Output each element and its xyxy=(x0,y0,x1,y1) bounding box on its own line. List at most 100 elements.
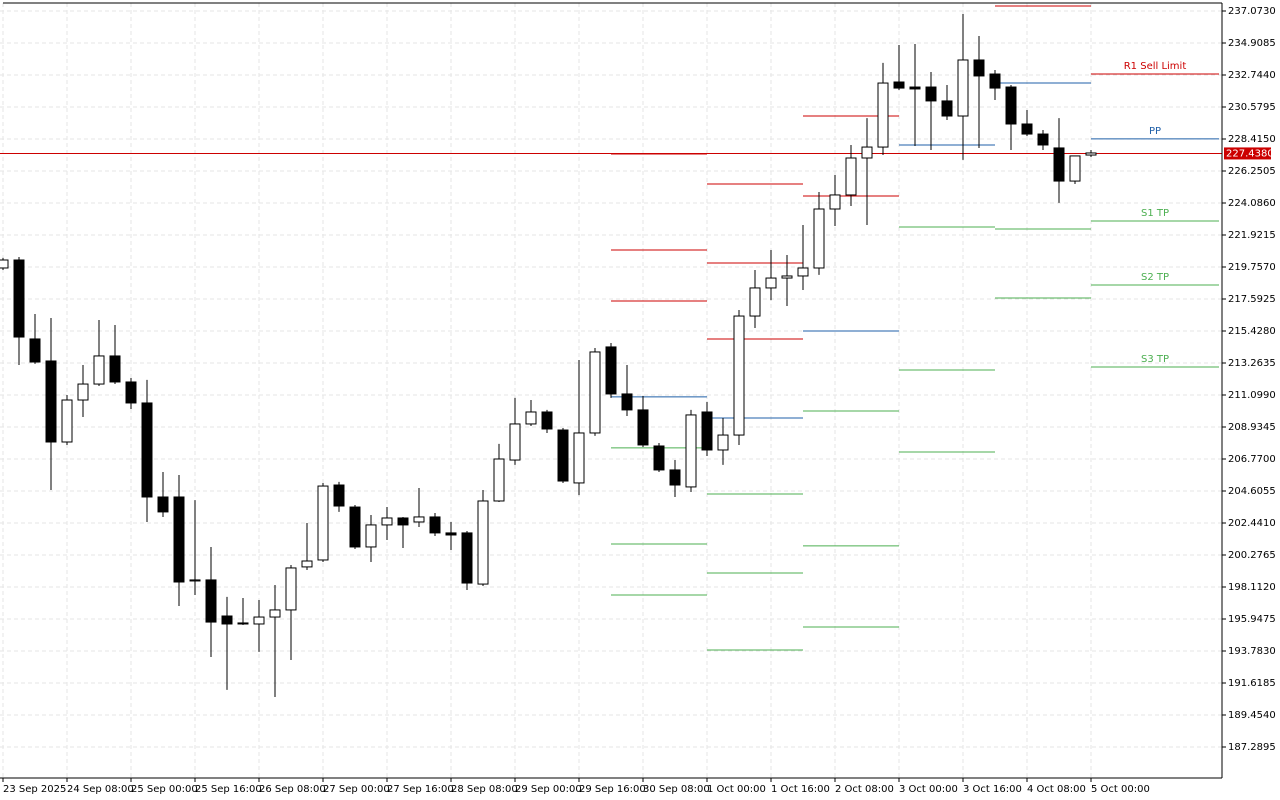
y-tick-label: 215.4280 xyxy=(1228,326,1276,337)
candle-body xyxy=(941,100,953,117)
candle-body xyxy=(509,423,521,461)
candle-body xyxy=(781,275,793,279)
candle-body xyxy=(1037,133,1049,146)
y-tick-label: 230.5795 xyxy=(1228,102,1276,113)
y-tick-label: 219.7570 xyxy=(1228,262,1276,273)
x-tick-label: 3 Oct 00:00 xyxy=(899,784,958,795)
resistance-label: R1 Sell Limit xyxy=(1124,61,1187,72)
y-tick-label: 202.4410 xyxy=(1228,518,1276,529)
candle-body xyxy=(989,73,1001,89)
candle-body xyxy=(173,496,185,583)
x-tick-label: 5 Oct 00:00 xyxy=(1091,784,1150,795)
candle-body xyxy=(797,267,809,277)
candle-body xyxy=(445,532,457,536)
support-label: S3 TP xyxy=(1141,354,1169,365)
candle-body xyxy=(1085,152,1097,156)
candle-body xyxy=(205,579,217,623)
candle-body xyxy=(29,338,41,363)
candle-body xyxy=(141,402,153,498)
candle-body xyxy=(45,360,57,443)
candle-body xyxy=(1005,86,1017,125)
candle-body xyxy=(717,434,729,451)
candle-body xyxy=(909,86,921,90)
x-tick-label: 25 Sep 16:00 xyxy=(195,784,262,795)
y-tick-label: 221.9215 xyxy=(1228,230,1276,241)
candle-body xyxy=(477,500,489,585)
candle-body xyxy=(813,208,825,269)
candle-body xyxy=(93,355,105,385)
candle-body xyxy=(301,560,313,568)
candle-body xyxy=(381,517,393,526)
candle-body xyxy=(61,399,73,443)
y-tick-label: 217.5925 xyxy=(1228,294,1276,305)
x-tick-label: 29 Sep 00:00 xyxy=(515,784,582,795)
candle-body xyxy=(541,411,553,430)
x-tick-label: 27 Sep 16:00 xyxy=(387,784,454,795)
candle-body xyxy=(765,277,777,289)
x-tick-label: 3 Oct 16:00 xyxy=(963,784,1022,795)
candle-body xyxy=(861,146,873,159)
candle-body xyxy=(317,485,329,561)
y-tick-label: 228.4150 xyxy=(1228,134,1276,145)
candle-body xyxy=(0,259,9,269)
marks-layer xyxy=(0,5,1222,698)
candle-body xyxy=(429,516,441,534)
candle-body xyxy=(701,411,713,451)
x-tick-label: 28 Sep 08:00 xyxy=(451,784,518,795)
y-tick-label: 191.6185 xyxy=(1228,678,1276,689)
candle-body xyxy=(925,86,937,102)
candle-body xyxy=(253,616,265,625)
candle-body xyxy=(285,567,297,611)
candle-body xyxy=(605,346,617,395)
support-label: S1 TP xyxy=(1141,208,1169,219)
x-tick-label: 24 Sep 08:00 xyxy=(67,784,134,795)
candle-body xyxy=(125,381,137,404)
candle-body xyxy=(413,516,425,523)
candle-body xyxy=(461,532,473,584)
x-tick-label: 29 Sep 16:00 xyxy=(579,784,646,795)
y-tick-label: 234.9085 xyxy=(1228,38,1276,49)
candle-body xyxy=(557,429,569,482)
y-tick-label: 208.9345 xyxy=(1228,422,1276,433)
candle-body xyxy=(1021,123,1033,135)
y-tick-label: 189.4540 xyxy=(1228,710,1276,721)
pivot-label: PP xyxy=(1149,126,1161,137)
candle-body xyxy=(829,194,841,210)
current-price-tag xyxy=(1224,147,1271,160)
y-tick-label: 187.2895 xyxy=(1228,742,1276,753)
y-tick-label: 198.1120 xyxy=(1228,582,1276,593)
y-tick-label: 211.0990 xyxy=(1228,390,1276,401)
candle-body xyxy=(525,411,537,425)
y-tick-label: 232.7440 xyxy=(1228,70,1276,81)
y-tick-label: 226.2505 xyxy=(1228,166,1276,177)
x-tick-label: 26 Sep 08:00 xyxy=(259,784,326,795)
x-tick-label: 4 Oct 08:00 xyxy=(1027,784,1086,795)
candle-body xyxy=(221,615,233,625)
y-tick-label: 224.0860 xyxy=(1228,198,1276,209)
candle-body xyxy=(13,259,25,338)
candle-body xyxy=(845,157,857,196)
candle-body xyxy=(493,458,505,502)
y-tick-label: 200.2765 xyxy=(1228,550,1276,561)
candle-body xyxy=(333,484,345,507)
candle-body xyxy=(973,59,985,77)
current-price-label: 227.4380 xyxy=(1226,148,1274,159)
labels-layer: 237.0730 234.9085 232.7440 230.5795 228.4150… xyxy=(2,6,1276,795)
candle-body xyxy=(237,622,249,625)
candle-body xyxy=(157,496,169,513)
candle-body xyxy=(589,351,601,434)
x-tick-label: 1 Oct 16:00 xyxy=(771,784,830,795)
candle-body xyxy=(893,81,905,89)
candle-body xyxy=(685,414,697,488)
x-tick-label: 25 Sep 00:00 xyxy=(131,784,198,795)
y-tick-label: 193.7830 xyxy=(1228,646,1276,657)
candle-body xyxy=(749,287,761,317)
x-tick-label: 2 Oct 08:00 xyxy=(835,784,894,795)
x-tick-label: 23 Sep 2025 xyxy=(3,784,66,795)
candle-body xyxy=(109,355,121,383)
candle-body xyxy=(733,315,745,436)
support-label: S2 TP xyxy=(1141,272,1169,283)
